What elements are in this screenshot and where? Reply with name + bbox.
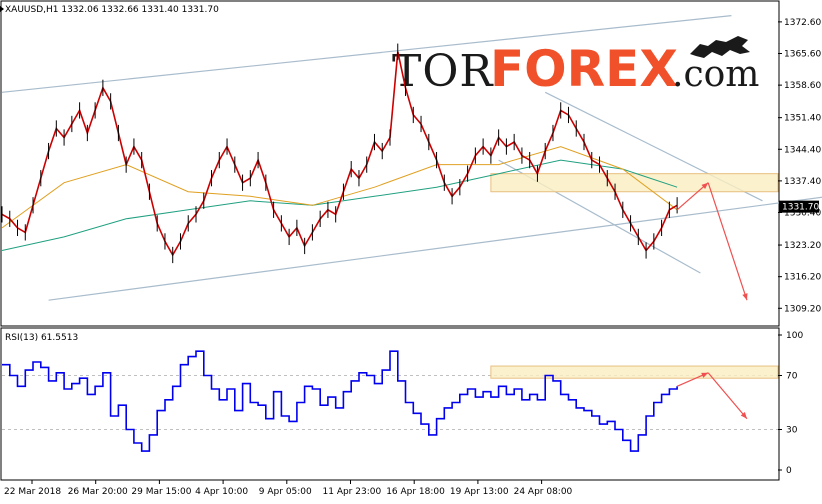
watermark: TOR FOREX .com: [392, 36, 759, 98]
rsi-zone: [490, 365, 779, 379]
ma-slow-line: [1, 159, 678, 251]
x-tick-label-5: 11 Apr 23:00: [323, 487, 382, 497]
rsi-y-tick-label-1: 70: [786, 372, 798, 382]
forecast-up-arrow-head: [701, 182, 709, 189]
rsi-layer: [2, 350, 779, 452]
x-tick-label-1: 26 Mar 20:00: [68, 487, 128, 497]
rsi-line: [2, 350, 678, 452]
forecast-up-arrow: [676, 182, 709, 211]
price-y-tick-label-5: 1337.40: [784, 177, 821, 187]
upper-channel-line: [1, 15, 732, 93]
last-price-box: [779, 200, 819, 213]
rsi-header: RSI(13) 61.5513: [5, 333, 78, 343]
price-y-tick-label-6: 1330.40: [784, 209, 821, 219]
watermark-tor: TOR: [392, 46, 494, 97]
rsi-y-tick-label-0: 100: [786, 331, 803, 341]
rsi-forecast-down-arrow: [707, 372, 748, 420]
x-tick-label-0: 22 Mar 2018: [4, 487, 61, 497]
watermark-com: .com: [672, 54, 759, 95]
rsi-y-tick-label-2: 30: [786, 426, 798, 436]
axis-layer: 1372.60 1365.60 1358.60 1351.40 1344.40 1337.…: [4, 18, 821, 497]
price-y-tick-label-0: 1372.60: [784, 18, 821, 28]
price-y-tick-label-9: 1309.20: [784, 304, 821, 314]
x-tick-label-7: 19 Apr 13:00: [450, 487, 509, 497]
watermark-forex: FOREX: [490, 40, 678, 98]
forecast-down-arrow-head: [742, 293, 748, 301]
rsi-forecast-up-arrow-head: [701, 372, 709, 378]
price-header: XAUUSD,H1 1332.06 1332.66 1331.40 1331.7…: [5, 5, 219, 15]
x-tick-label-8: 24 Apr 08:00: [514, 487, 573, 497]
x-tick-label-2: 29 Mar 15:00: [131, 487, 191, 497]
price-y-tick-label-2: 1358.60: [784, 81, 821, 91]
price-y-tick-label-3: 1351.40: [784, 114, 821, 124]
x-tick-label-3: 4 Apr 10:00: [195, 487, 248, 497]
price-y-tick-label-8: 1316.20: [784, 273, 821, 283]
rsi-forecast-down-arrow-head: [740, 412, 747, 419]
forecast-down-arrow: [707, 182, 748, 301]
rsi-y-tick-label-3: 0: [786, 466, 792, 476]
x-tick-label-4: 9 Apr 05:00: [259, 487, 312, 497]
price-panel: [0, 0, 780, 327]
x-tick-label-6: 16 Apr 18:00: [386, 487, 445, 497]
price-y-tick-label-1: 1365.60: [784, 49, 821, 59]
price-line: [1, 51, 678, 257]
bull-bear-logo-icon: [690, 36, 750, 58]
price-y-tick-label-4: 1344.40: [784, 145, 821, 155]
price-resistance-zone: [490, 173, 779, 193]
last-price-label: 1331.70: [782, 203, 819, 213]
header-triangle-icon: [0, 6, 4, 12]
price-y-tick-label-7: 1323.20: [784, 241, 821, 251]
price-layer: [1, 15, 822, 301]
lower-channel-line: [48, 196, 822, 301]
